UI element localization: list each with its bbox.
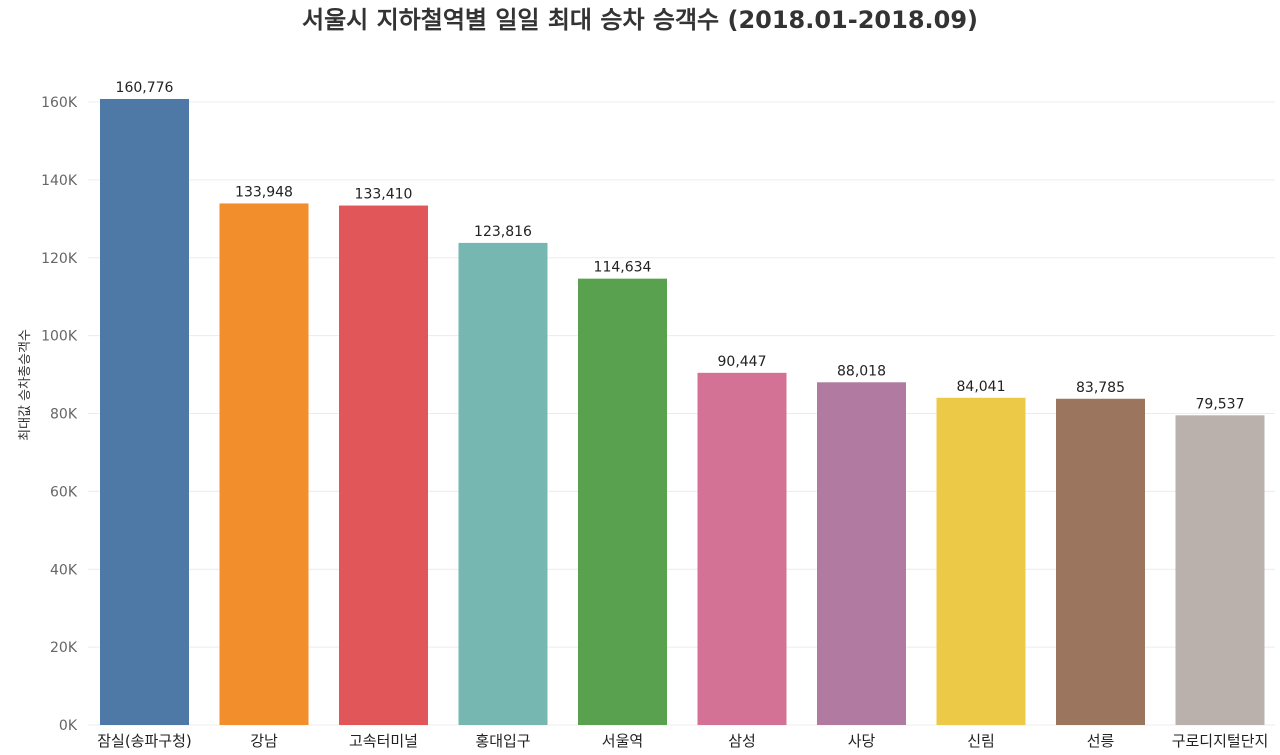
bar-value-label: 88,018	[837, 363, 886, 379]
bar[interactable]	[817, 382, 906, 725]
bar[interactable]	[578, 278, 667, 725]
bar-value-label: 133,410	[355, 187, 413, 203]
bar[interactable]	[936, 397, 1026, 725]
value-labels: 160,776 133,948 133,410 123,816 114,634 90,44…	[116, 80, 1245, 412]
bar[interactable]	[100, 98, 189, 725]
bar-value-label: 123,816	[474, 224, 532, 240]
y-tick-label: 100K	[41, 329, 78, 345]
y-tick-label: 140K	[41, 173, 78, 189]
y-tick-label: 160K	[41, 95, 78, 111]
y-tick-label: 20K	[50, 640, 78, 656]
x-category-label: 사당	[848, 732, 876, 750]
x-category-label: 서울역	[602, 732, 643, 750]
bar[interactable]	[219, 203, 309, 726]
x-axis-categories: 잠실(송파구청) 강남 고속터미널 홍대입구 서울역 삼성 사당 신림 선릉 구로디지털단지	[97, 732, 1268, 750]
x-category-label: 삼성	[728, 732, 756, 750]
y-tick-label: 120K	[41, 251, 78, 267]
x-category-label: 선릉	[1087, 732, 1115, 750]
x-category-label: 고속터미널	[349, 732, 418, 750]
x-category-label: 구로디지털단지	[1172, 732, 1269, 750]
bar[interactable]	[697, 372, 787, 725]
bar[interactable]	[458, 242, 548, 725]
x-category-label: 강남	[250, 732, 278, 750]
bar-value-label: 114,634	[594, 260, 652, 276]
bar[interactable]	[339, 205, 428, 726]
bar[interactable]	[1056, 398, 1145, 725]
bar-value-label: 133,948	[235, 184, 293, 200]
bar-value-label: 84,041	[957, 379, 1006, 395]
bar-value-label: 79,537	[1196, 396, 1245, 412]
y-axis-title: 최대값 승차총승객수	[18, 329, 33, 441]
bar-value-label: 83,785	[1076, 380, 1125, 396]
bar-value-label: 160,776	[116, 80, 174, 96]
bar-value-label: 90,447	[718, 354, 767, 370]
y-tick-label: 0K	[59, 718, 78, 734]
bars	[100, 98, 1265, 726]
y-axis-ticks: 0K 20K 40K 60K 80K 100K 120K 140K 160K	[41, 95, 78, 734]
x-category-label: 홍대입구	[475, 732, 530, 750]
chart-title: 서울시 지하철역별 일일 최대 승차 승객수 (2018.01-2018.09)	[301, 6, 978, 34]
y-tick-label: 80K	[50, 407, 78, 423]
y-tick-label: 60K	[50, 484, 78, 500]
bar[interactable]	[1175, 415, 1265, 725]
x-category-label: 잠실(송파구청)	[97, 732, 192, 750]
y-tick-label: 40K	[50, 562, 78, 578]
x-category-label: 신림	[967, 732, 995, 750]
